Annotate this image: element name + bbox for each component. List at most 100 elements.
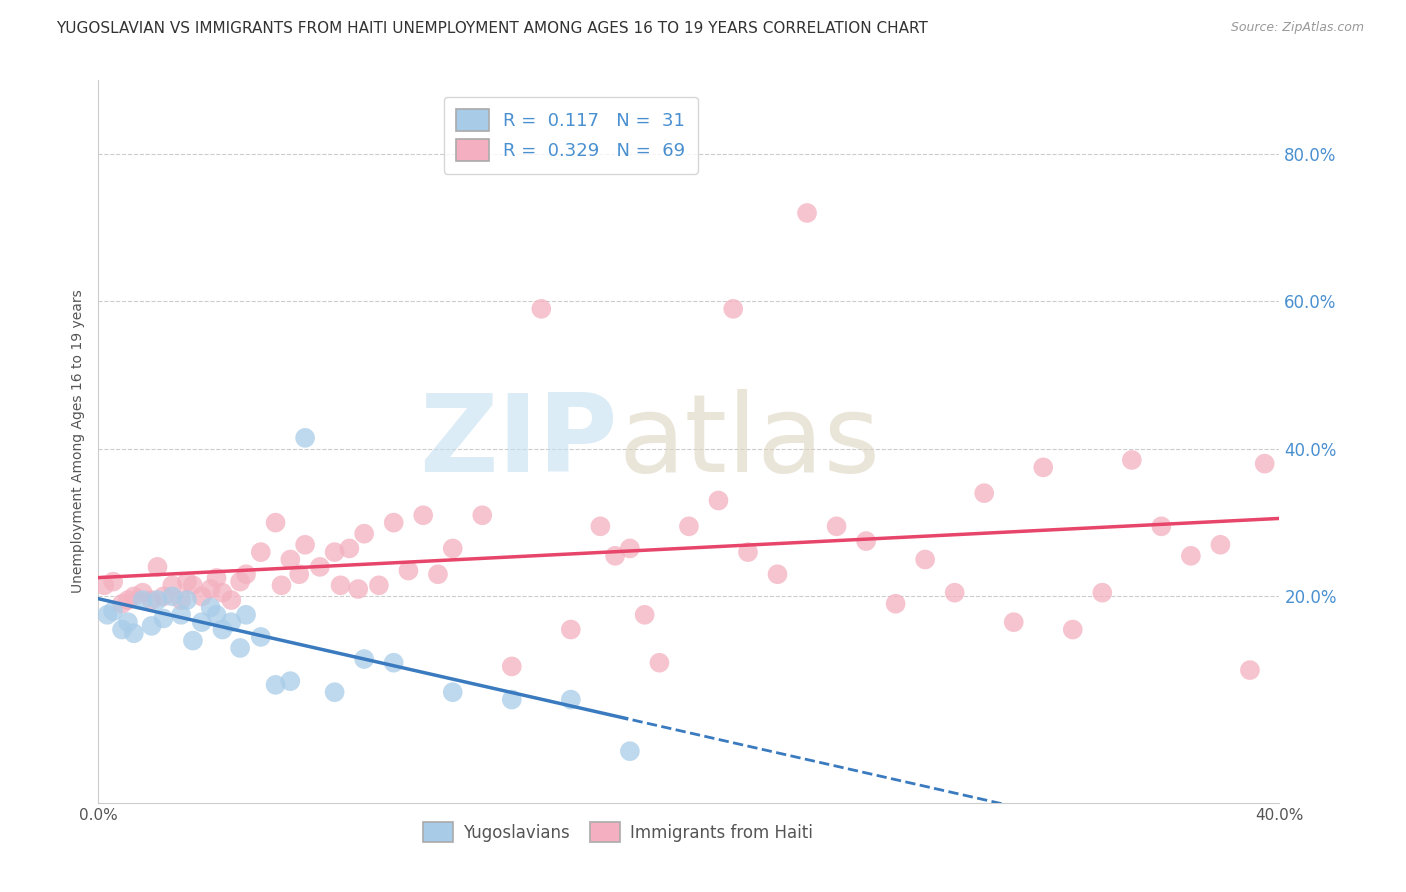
Point (619, 744, 641, 758)
Point (501, 659, 523, 673)
Point (288, 567, 311, 582)
Point (347, 582, 370, 596)
Text: Source: ZipAtlas.com: Source: ZipAtlas.com (1230, 21, 1364, 35)
Point (501, 692, 523, 706)
Point (339, 541, 361, 556)
Point (221, 593, 243, 607)
Point (368, 578, 391, 592)
Point (229, 574, 252, 589)
Point (382, 516, 405, 530)
Point (211, 585, 233, 599)
Point (1239, 663, 1261, 677)
Point (146, 593, 169, 607)
Point (162, 590, 183, 604)
Point (309, 560, 332, 574)
Point (1032, 460, 1054, 475)
Point (264, 516, 287, 530)
Point (914, 552, 936, 566)
Point (398, 564, 420, 578)
Point (111, 623, 134, 637)
Text: ZIP: ZIP (419, 389, 619, 494)
Point (1091, 585, 1114, 599)
Point (766, 567, 789, 582)
Point (530, 301, 553, 316)
Point (560, 692, 582, 706)
Point (973, 486, 995, 500)
Point (1180, 549, 1202, 563)
Point (855, 534, 877, 549)
Point (141, 619, 163, 633)
Point (280, 674, 302, 689)
Point (678, 519, 700, 533)
Text: atlas: atlas (619, 389, 880, 494)
Point (441, 541, 464, 556)
Point (122, 590, 145, 604)
Point (943, 585, 966, 599)
Point (250, 545, 273, 559)
Point (181, 578, 204, 592)
Point (205, 571, 228, 585)
Point (141, 593, 163, 607)
Point (560, 623, 582, 637)
Point (191, 615, 214, 630)
Point (323, 545, 346, 559)
Point (1209, 538, 1232, 552)
Point (619, 541, 641, 556)
Point (427, 567, 450, 582)
Point (205, 607, 228, 622)
Point (200, 582, 222, 596)
Point (96, 607, 118, 622)
Point (122, 626, 145, 640)
Point (162, 578, 183, 592)
Point (103, 604, 125, 618)
Point (329, 578, 352, 592)
Point (211, 623, 233, 637)
Point (353, 652, 375, 666)
Point (382, 656, 405, 670)
Point (589, 519, 612, 533)
Point (264, 678, 287, 692)
Legend: Yugoslavians, Immigrants from Haiti: Yugoslavians, Immigrants from Haiti (413, 812, 823, 852)
Point (471, 508, 494, 523)
Point (152, 611, 174, 625)
Point (235, 607, 257, 622)
Point (152, 590, 174, 604)
Point (825, 519, 848, 533)
Point (111, 597, 134, 611)
Y-axis label: Unemployment Among Ages 16 to 19 years: Unemployment Among Ages 16 to 19 years (70, 290, 84, 593)
Point (170, 607, 193, 622)
Point (117, 593, 139, 607)
Point (1121, 453, 1143, 467)
Point (270, 578, 292, 592)
Point (605, 549, 627, 563)
Point (191, 590, 214, 604)
Point (723, 301, 745, 316)
Point (1150, 519, 1173, 533)
Point (1002, 615, 1025, 630)
Point (250, 630, 273, 644)
Point (323, 685, 346, 699)
Point (796, 206, 818, 220)
Point (1254, 457, 1277, 471)
Point (280, 552, 302, 566)
Point (737, 545, 759, 559)
Point (117, 615, 139, 630)
Point (707, 493, 730, 508)
Point (93, 578, 115, 592)
Text: YUGOSLAVIAN VS IMMIGRANTS FROM HAITI UNEMPLOYMENT AMONG AGES 16 TO 19 YEARS CORR: YUGOSLAVIAN VS IMMIGRANTS FROM HAITI UNE… (56, 21, 928, 37)
Point (235, 567, 257, 582)
Point (221, 615, 243, 630)
Point (132, 593, 155, 607)
Point (176, 574, 198, 589)
Point (229, 640, 252, 655)
Point (103, 574, 125, 589)
Point (648, 656, 671, 670)
Point (181, 633, 204, 648)
Point (412, 508, 434, 523)
Point (146, 560, 169, 574)
Point (1062, 623, 1084, 637)
Point (294, 538, 316, 552)
Point (132, 585, 155, 599)
Point (176, 593, 198, 607)
Point (200, 600, 222, 615)
